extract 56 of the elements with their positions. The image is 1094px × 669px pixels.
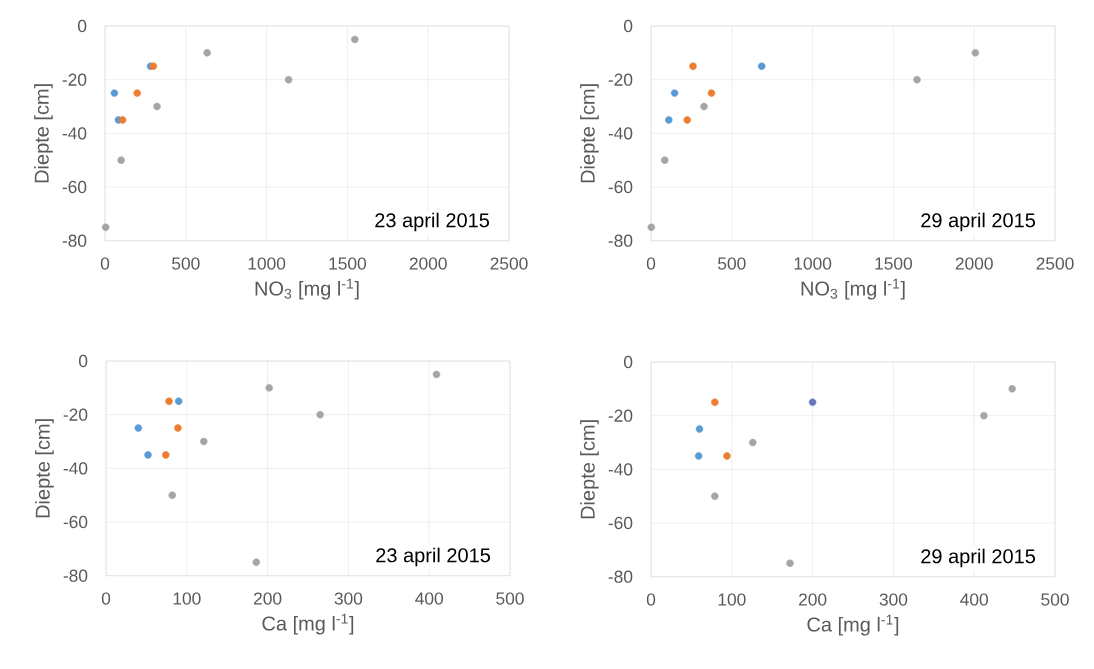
x-axis-title: NO$_{3}$ [mg l$^{-1}$] (801, 278, 905, 300)
y-tick-label: -40 (62, 127, 87, 140)
x-tick-label: 1000 (794, 257, 832, 270)
x-tick-label: 0 (100, 257, 110, 270)
y-tick-label: 0 (623, 355, 633, 369)
x-tick-label: 1500 (329, 257, 367, 270)
y-axis-title: Diepte [cm] (35, 419, 54, 518)
y-tick-label: -60 (63, 515, 88, 529)
y-tick-label: 0 (77, 19, 87, 33)
x-tick-label: 500 (496, 592, 524, 605)
y-tick-label: 0 (78, 354, 88, 368)
y-tick-label: -60 (608, 516, 633, 530)
y-axis-title: Diepte [cm] (580, 420, 599, 519)
y-tick-label: -80 (63, 569, 88, 582)
x-tick-label: 2000 (409, 257, 447, 270)
y-tick-label: -40 (608, 127, 633, 140)
x-tick-label: 0 (646, 593, 656, 606)
y-tick-label: -20 (608, 409, 633, 422)
annotation: 29 april 2015 (921, 548, 1036, 568)
x-tick-label: 0 (646, 257, 656, 270)
y-axis-title: Diepte [cm] (34, 84, 53, 183)
x-tick-label: 500 (172, 257, 200, 270)
y-tick-label: -60 (608, 180, 633, 194)
x-tick-label: 2500 (490, 257, 528, 270)
x-tick-label: 300 (879, 593, 908, 606)
x-tick-label: 300 (334, 592, 363, 605)
x-axis-title: Ca [mg l$^{-1}$] (807, 614, 899, 636)
y-tick-label: -80 (62, 234, 87, 247)
y-tick-label: -40 (63, 462, 88, 475)
y-tick-label: -40 (608, 463, 633, 476)
x-tick-label: 500 (718, 257, 746, 270)
y-axis-title: Diepte [cm] (580, 84, 599, 183)
y-tick-label: -20 (63, 408, 88, 421)
y-tick-label: 0 (623, 19, 633, 33)
annotation: 23 april 2015 (376, 547, 491, 567)
annotation: 29 april 2015 (921, 212, 1036, 232)
x-tick-label: 100 (173, 592, 201, 605)
y-tick-label: -60 (62, 180, 87, 194)
x-tick-label: 200 (799, 593, 827, 606)
y-tick-label: -20 (62, 73, 87, 86)
x-axis-title: Ca [mg l$^{-1}$] (262, 613, 354, 635)
x-axis-title: NO$_{3}$ [mg l$^{-1}$] (255, 278, 359, 300)
x-tick-label: 0 (101, 592, 111, 605)
x-tick-label: 1000 (248, 257, 286, 270)
y-tick-label: -20 (608, 73, 633, 86)
x-tick-label: 200 (254, 592, 282, 605)
x-tick-label: 400 (415, 592, 443, 605)
y-tick-label: -80 (608, 570, 633, 583)
x-tick-label: 2000 (955, 257, 993, 270)
x-tick-label: 400 (960, 593, 988, 606)
y-tick-label: -80 (608, 234, 633, 247)
x-tick-label: 1500 (875, 257, 913, 270)
annotation: 23 april 2015 (375, 212, 490, 232)
x-tick-label: 500 (1041, 593, 1069, 606)
x-tick-label: 2500 (1036, 257, 1074, 270)
x-tick-label: 100 (718, 593, 746, 606)
